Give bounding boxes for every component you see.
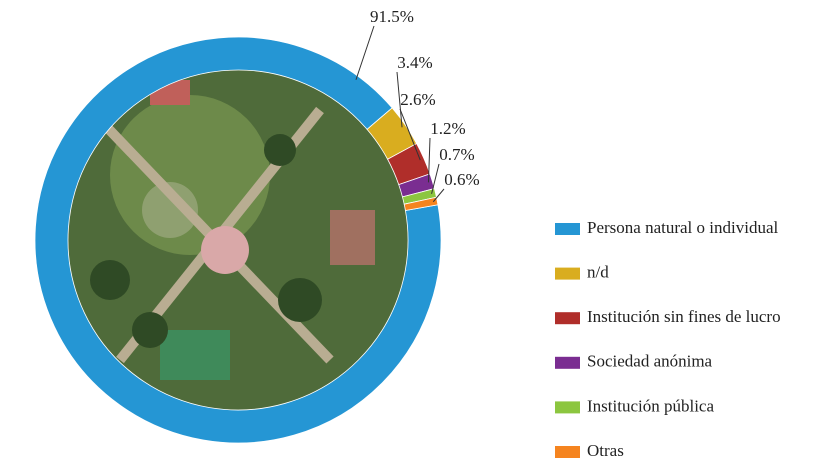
legend-label: n/d [587,263,609,282]
legend-label: Persona natural o individual [587,218,778,237]
data-label: 91.5% [370,7,414,26]
legend-label: Institución sin fines de lucro [587,307,781,326]
legend-label: Otras [587,441,624,459]
legend-swatch [555,312,580,324]
data-label: 0.7% [439,145,474,164]
legend-swatch [555,223,580,235]
legend-swatch [555,401,580,413]
chart: 91.5% 3.4% 2.6% 1.2% 0.7% 0.6% Persona natural… [0,0,828,459]
data-label: 2.6% [400,90,435,109]
data-label: 0.6% [444,170,479,189]
leader-line [356,26,374,80]
legend-swatch [555,357,580,369]
legend-label: Sociedad anónima [587,352,713,371]
legend-label: Institución pública [587,396,714,415]
legend-swatch [555,268,580,280]
data-label: 3.4% [397,53,432,72]
leader-line [432,164,439,194]
data-label: 1.2% [430,119,465,138]
legend-swatch [555,446,580,458]
